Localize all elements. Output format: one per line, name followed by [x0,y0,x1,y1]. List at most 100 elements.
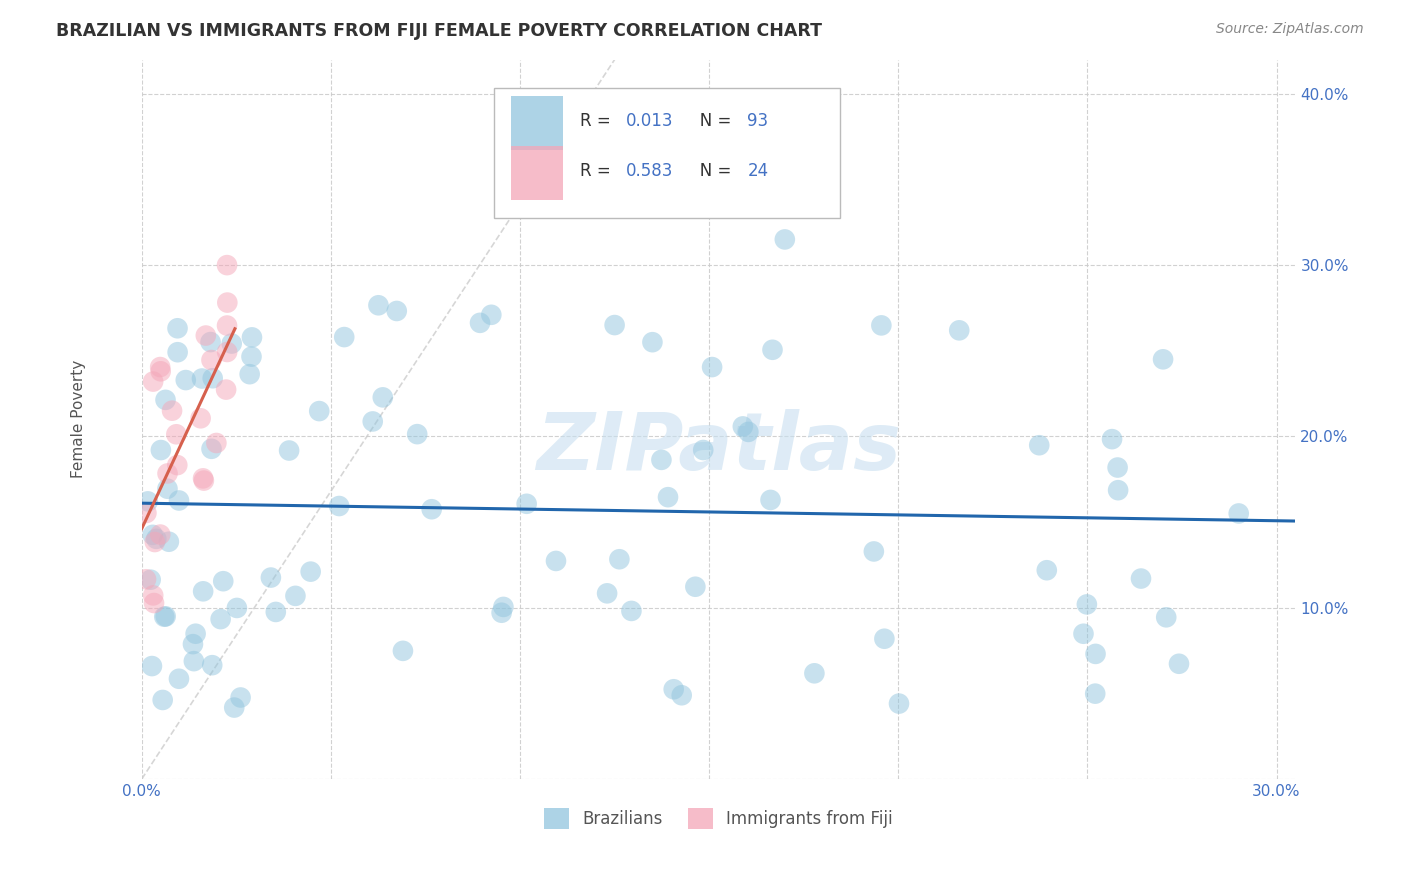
Point [149,527,172,541]
Point [692,442,714,457]
Point [284,589,307,603]
Point [215,383,238,397]
Point [143,535,166,549]
Point [603,318,626,332]
Point [1073,626,1095,640]
Point [333,330,356,344]
Point [149,364,172,378]
Text: Source: ZipAtlas.com: Source: ZipAtlas.com [1216,22,1364,37]
Point [181,637,204,651]
Point [224,700,246,714]
Point [596,586,619,600]
Point [671,688,693,702]
Point [239,367,262,381]
Point [1130,572,1153,586]
Point [392,644,415,658]
Point [737,425,759,439]
Point [166,458,188,472]
Point [200,335,222,350]
Point [1107,483,1129,498]
Text: 93: 93 [748,112,769,129]
Point [468,316,491,330]
Point [183,654,205,668]
Point [200,442,222,456]
Point [308,404,330,418]
Point [544,554,567,568]
Point [160,403,183,417]
Point [205,436,228,450]
Point [367,298,389,312]
Point [371,390,394,404]
Point [773,232,796,246]
Point [299,565,322,579]
Point [803,666,825,681]
Point [328,499,350,513]
Point [212,574,235,589]
Point [184,626,207,640]
Point [1076,598,1098,612]
Point [167,493,190,508]
Point [1154,610,1177,624]
Text: 24: 24 [748,162,769,180]
Text: 0.013: 0.013 [626,112,673,129]
Point [155,609,177,624]
Point [278,443,301,458]
Point [260,570,283,584]
Point [191,584,214,599]
Text: N =: N = [683,162,737,180]
Point [135,506,157,520]
Point [609,552,631,566]
Point [1168,657,1191,671]
Point [361,414,384,428]
Point [165,427,187,442]
Point [1152,352,1174,367]
Point [142,528,165,542]
Point [191,471,214,485]
Point [166,345,188,359]
Point [141,659,163,673]
Point [156,467,179,481]
Point [209,612,232,626]
Text: ZIPatlas: ZIPatlas [536,409,901,487]
Point [1084,687,1107,701]
Point [135,572,157,586]
Point [240,330,263,344]
Point [201,658,224,673]
Point [190,411,212,425]
Point [759,492,782,507]
Point [948,323,970,337]
Text: BRAZILIAN VS IMMIGRANTS FROM FIJI FEMALE POVERTY CORRELATION CHART: BRAZILIAN VS IMMIGRANTS FROM FIJI FEMALE… [56,22,823,40]
Point [153,609,176,624]
Point [215,318,238,333]
Text: N =: N = [683,112,737,129]
Point [194,328,217,343]
Point [406,427,429,442]
Point [641,335,664,350]
Point [225,601,247,615]
Point [700,360,723,375]
Point [731,419,754,434]
Point [191,371,214,385]
Point [887,697,910,711]
Point [1084,647,1107,661]
Point [685,580,707,594]
Legend: Brazilians, Immigrants from Fiji: Brazilians, Immigrants from Fiji [537,802,900,835]
Point [1227,507,1250,521]
FancyBboxPatch shape [510,146,562,200]
Text: 0.583: 0.583 [626,162,673,180]
Point [479,308,502,322]
FancyBboxPatch shape [510,95,562,150]
Point [650,453,672,467]
Point [240,350,263,364]
Point [142,589,165,603]
Point [1107,460,1129,475]
Point [217,295,239,310]
Point [620,604,643,618]
Point [149,360,172,375]
Point [385,304,408,318]
Point [1036,563,1059,577]
Point [139,573,162,587]
Point [221,336,243,351]
Point [145,532,167,546]
Point [863,544,886,558]
